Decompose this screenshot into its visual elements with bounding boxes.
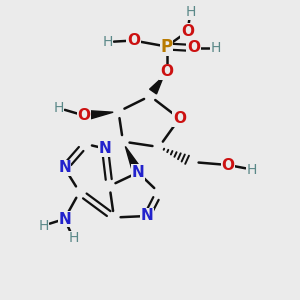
Text: H: H bbox=[247, 163, 257, 176]
Text: O: O bbox=[181, 24, 194, 39]
Text: N: N bbox=[58, 160, 71, 175]
Text: O: O bbox=[187, 40, 200, 56]
Text: H: H bbox=[53, 101, 64, 115]
Text: H: H bbox=[102, 35, 112, 49]
Text: H: H bbox=[38, 219, 49, 232]
Polygon shape bbox=[89, 111, 113, 119]
Text: O: O bbox=[221, 158, 235, 172]
Text: H: H bbox=[68, 232, 79, 245]
Text: N: N bbox=[99, 141, 111, 156]
Text: N: N bbox=[132, 165, 144, 180]
Text: N: N bbox=[58, 212, 71, 226]
Text: O: O bbox=[127, 33, 140, 48]
Text: O: O bbox=[77, 108, 91, 123]
Text: N: N bbox=[141, 208, 153, 224]
Polygon shape bbox=[125, 146, 140, 170]
Text: H: H bbox=[211, 41, 221, 55]
Text: O: O bbox=[160, 64, 173, 80]
Text: H: H bbox=[185, 5, 196, 19]
Polygon shape bbox=[150, 76, 164, 94]
Text: O: O bbox=[173, 111, 186, 126]
Text: P: P bbox=[160, 38, 172, 56]
